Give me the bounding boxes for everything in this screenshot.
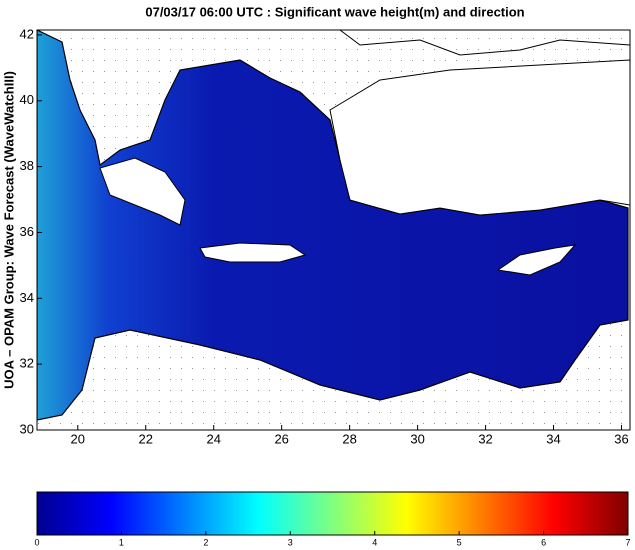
y-tick-label: 34 bbox=[20, 290, 34, 305]
peloponnese bbox=[99, 157, 186, 226]
turkey bbox=[329, 59, 630, 216]
y-axis-label: UOA – OPAM Group: Wave Forecast (WaveWat… bbox=[1, 71, 16, 389]
x-tick-label: 24 bbox=[206, 431, 220, 446]
cyprus bbox=[496, 244, 577, 276]
colorbar-tick-label: 2 bbox=[203, 537, 208, 547]
colorbar-tick-label: 4 bbox=[372, 537, 377, 547]
colorbar-tick-label: 7 bbox=[625, 537, 630, 547]
y-tick-label: 42 bbox=[20, 26, 34, 41]
x-tick-label: 30 bbox=[410, 431, 424, 446]
colorbar-tick-label: 0 bbox=[34, 537, 39, 547]
colorbar-tick-label: 3 bbox=[288, 537, 293, 547]
colorbar-tick-label: 1 bbox=[119, 537, 124, 547]
plot-frame bbox=[36, 29, 631, 431]
x-tick-label: 36 bbox=[614, 431, 628, 446]
x-tick-label: 26 bbox=[274, 431, 288, 446]
crete bbox=[199, 242, 307, 263]
x-tick-label: 28 bbox=[342, 431, 356, 446]
coastline-north bbox=[339, 30, 630, 56]
map bbox=[37, 30, 630, 430]
x-tick-label: 20 bbox=[71, 431, 85, 446]
y-tick-label: 40 bbox=[20, 92, 34, 107]
y-tick-label: 36 bbox=[20, 224, 34, 239]
colorbar-tick-label: 6 bbox=[541, 537, 546, 547]
x-tick-label: 32 bbox=[478, 431, 492, 446]
colorbar bbox=[36, 491, 629, 536]
y-tick-label: 38 bbox=[20, 158, 34, 173]
y-tick-label: 30 bbox=[20, 421, 34, 436]
y-tick-label: 32 bbox=[20, 356, 34, 371]
title: 07/03/17 06:00 UTC : Significant wave he… bbox=[145, 4, 524, 19]
x-tick-label: 34 bbox=[546, 431, 560, 446]
x-tick-label: 22 bbox=[139, 431, 153, 446]
colorbar-tick-label: 5 bbox=[457, 537, 462, 547]
